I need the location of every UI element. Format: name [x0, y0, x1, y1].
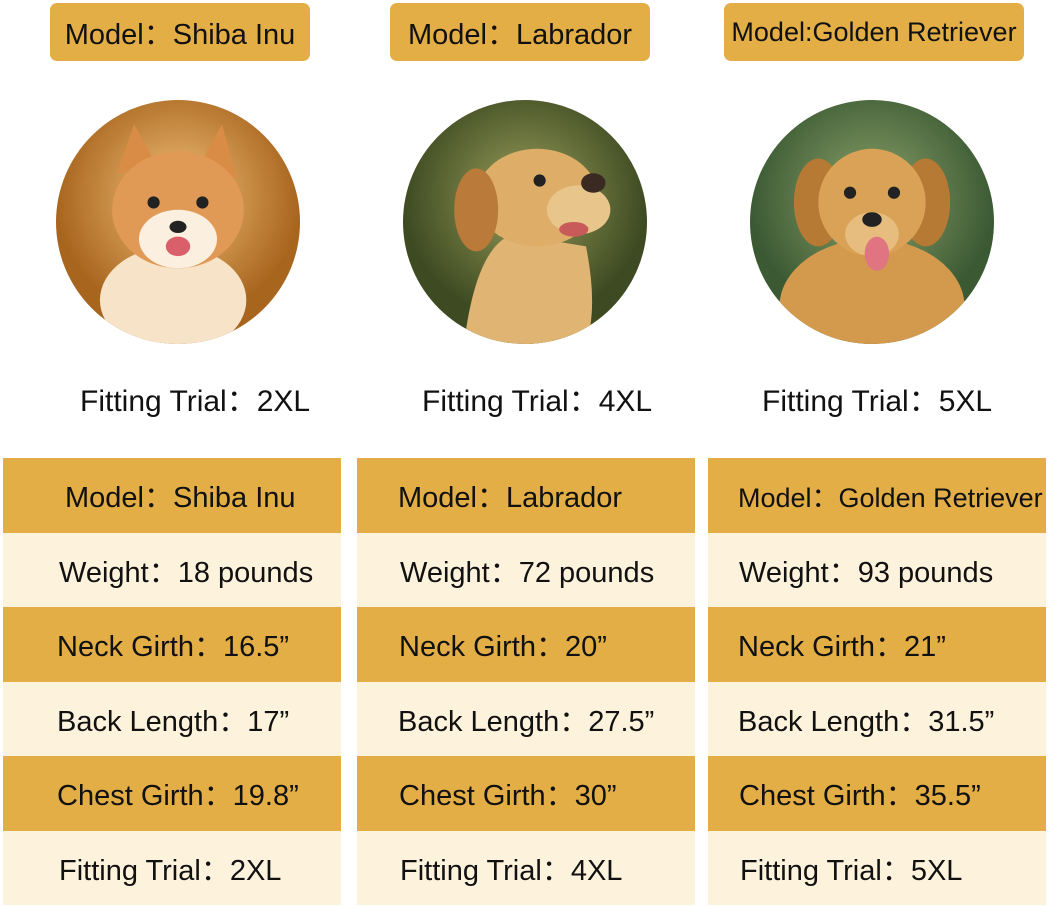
- table-row: Chest Girth：19.8”: [3, 756, 341, 831]
- shiba-inu-photo: [56, 100, 300, 344]
- table-row: Back Length：27.5”: [357, 681, 695, 756]
- table-row: Model：Labrador: [357, 458, 695, 533]
- table-row: Chest Girth：30”: [357, 756, 695, 831]
- model-tag-labrador: Model：Labrador: [390, 3, 650, 61]
- model-tag-golden: Model:Golden Retriever: [724, 3, 1024, 61]
- fitting-trial-shiba: Fitting Trial：2XL: [80, 385, 311, 418]
- size-table-golden: Model：Golden Retriever Weight：93 pounds …: [708, 458, 1046, 905]
- model-tag-shiba: Model：Shiba Inu: [50, 3, 310, 61]
- table-row: Model：Golden Retriever: [708, 458, 1046, 533]
- table-row: Model：Shiba Inu: [3, 458, 341, 533]
- table-row: Fitting Trial：2XL: [3, 830, 341, 905]
- table-row: Fitting Trial：4XL: [357, 830, 695, 905]
- size-table-labrador: Model：Labrador Weight：72 pounds Neck Gir…: [357, 458, 695, 905]
- fitting-trial-golden: Fitting Trial：5XL: [762, 385, 993, 418]
- table-row: Neck Girth：16.5”: [3, 607, 341, 682]
- table-row: Back Length：17”: [3, 681, 341, 756]
- table-row: Fitting Trial：5XL: [708, 830, 1046, 905]
- table-row: Neck Girth：20”: [357, 607, 695, 682]
- table-row: Weight：18 pounds: [3, 532, 341, 607]
- labrador-photo: [403, 100, 647, 344]
- golden-retriever-photo: [750, 100, 994, 344]
- table-row: Weight：93 pounds: [708, 532, 1046, 607]
- size-table-shiba: Model：Shiba Inu Weight：18 pounds Neck Gi…: [3, 458, 341, 905]
- table-row: Back Length：31.5”: [708, 681, 1046, 756]
- table-row: Chest Girth：35.5”: [708, 756, 1046, 831]
- table-row: Neck Girth：21”: [708, 607, 1046, 682]
- fitting-trial-labrador: Fitting Trial：4XL: [422, 385, 653, 418]
- table-row: Weight：72 pounds: [357, 532, 695, 607]
